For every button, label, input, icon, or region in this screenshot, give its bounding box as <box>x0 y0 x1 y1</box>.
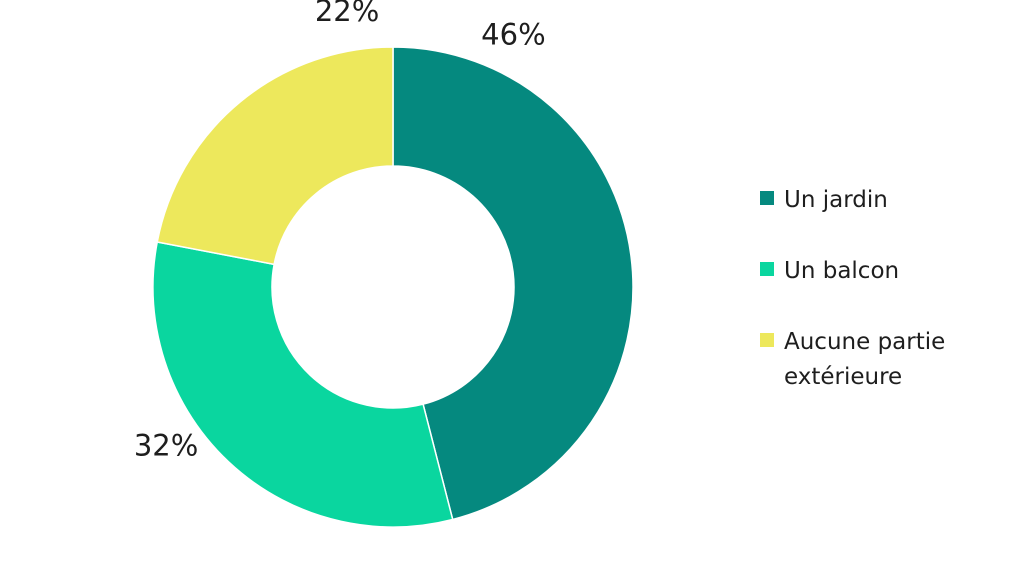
data-label-aucune: 22% <box>315 0 379 28</box>
legend-label-jardin: Un jardin <box>784 187 888 213</box>
legend-swatch-balcon <box>760 262 774 276</box>
legend-item-jardin: Un jardin <box>760 183 1020 218</box>
chart-legend: Un jardin Un balcon Aucune partie extéri… <box>760 183 1020 431</box>
legend-item-aucune: Aucune partie extérieure <box>760 325 1020 395</box>
legend-swatch-jardin <box>760 191 774 205</box>
data-label-balcon: 32% <box>134 429 198 463</box>
data-label-jardin: 46% <box>481 17 545 51</box>
legend-swatch-aucune <box>760 333 774 347</box>
legend-item-balcon: Un balcon <box>760 254 1020 289</box>
donut-slice-aucune <box>156 46 394 266</box>
donut-slice-balcon <box>152 241 454 528</box>
donut-slice-jardin <box>392 46 634 521</box>
legend-label-balcon: Un balcon <box>784 258 900 284</box>
legend-label-aucune: Aucune partie extérieure <box>784 329 946 390</box>
